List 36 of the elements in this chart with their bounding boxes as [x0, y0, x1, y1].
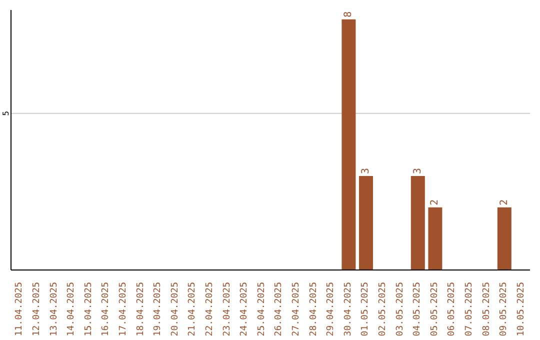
x-tick-label: 16.04.2025	[101, 282, 112, 336]
x-tick-label: 17.04.2025	[118, 282, 128, 336]
x-tick-label: 25.04.2025	[256, 282, 267, 336]
data-label: 8	[343, 11, 354, 18]
data-label: 3	[360, 168, 372, 174]
x-tick-label: 19.04.2025	[153, 282, 164, 336]
x-tick-label: 20.04.2025	[170, 282, 180, 336]
x-tick-label: 24.04.2025	[240, 282, 250, 336]
x-tick-label: 06.05.2025	[447, 282, 458, 336]
x-tick-label: 14.04.2025	[66, 282, 77, 336]
x-tick-label: 13.04.2025	[49, 282, 60, 336]
x-tick-label: 09.05.2025	[499, 282, 510, 336]
x-tick-label: 23.04.2025	[222, 282, 232, 336]
x-tick-label: 05.05.2025	[430, 282, 440, 336]
data-label: 2	[498, 199, 510, 206]
x-tick-label: 02.05.2025	[378, 282, 388, 336]
x-tick-label: 28.04.2025	[308, 282, 319, 336]
x-tick-label: 26.04.2025	[274, 282, 284, 336]
x-tick-label: 07.05.2025	[464, 282, 474, 336]
data-label: 2	[430, 199, 441, 206]
x-tick-label: 30.04.2025	[343, 282, 354, 336]
x-tick-label: 10.05.2025	[516, 282, 526, 336]
x-tick-label: 11.04.2025	[14, 282, 25, 336]
x-tick-label: 18.04.2025	[136, 282, 146, 336]
x-tick-label: 22.04.2025	[204, 282, 215, 336]
x-tick-label: 15.04.2025	[84, 282, 94, 336]
x-tick-label: 29.04.2025	[326, 282, 336, 336]
y-tick-label: 5	[2, 110, 10, 116]
x-tick-label: 21.04.2025	[188, 282, 198, 336]
x-tick-label: 08.05.2025	[482, 282, 492, 336]
data-label: 3	[412, 168, 424, 174]
x-tick-label: 03.05.2025	[395, 282, 406, 336]
x-tick-label: 01.05.2025	[360, 282, 371, 336]
x-tick-label: 04.05.2025	[412, 282, 423, 336]
x-tick-label: 12.04.2025	[32, 282, 42, 336]
x-tick-label: 27.04.2025	[291, 282, 302, 336]
